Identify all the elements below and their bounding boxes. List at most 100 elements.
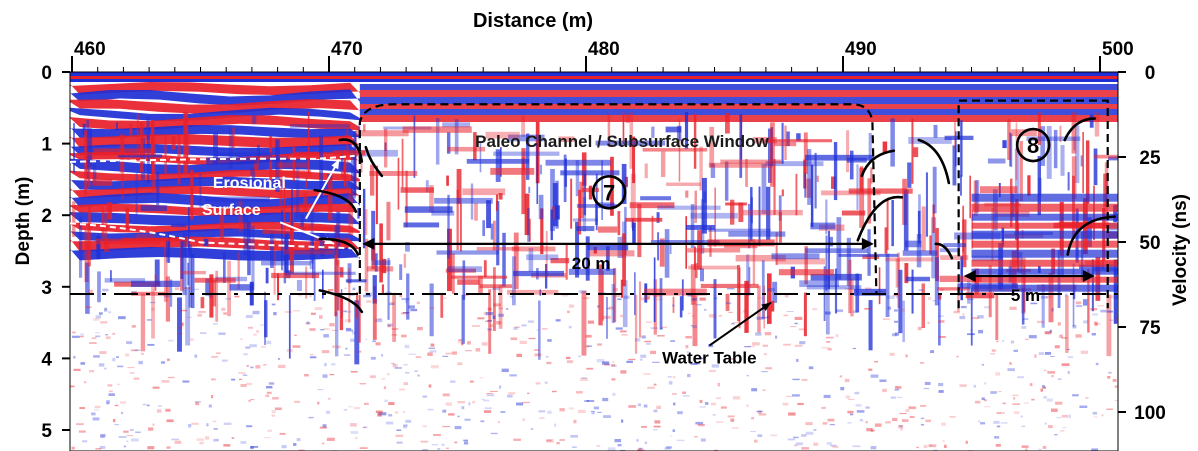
signal-streak bbox=[180, 239, 184, 279]
noise-speckle bbox=[231, 437, 235, 439]
noise-speckle bbox=[1058, 378, 1062, 380]
noise-speckle bbox=[638, 447, 643, 450]
noise-speckle bbox=[178, 332, 183, 335]
layer-fragment bbox=[597, 226, 618, 233]
noise-speckle bbox=[887, 306, 892, 310]
noise-speckle bbox=[324, 362, 327, 367]
noise-speckle bbox=[1012, 403, 1020, 405]
noise-speckle bbox=[1040, 296, 1048, 299]
signal-streak bbox=[146, 116, 150, 140]
layer-fragment bbox=[908, 136, 952, 144]
span-5m-label: 5 m bbox=[1011, 286, 1040, 305]
signal-streak bbox=[405, 242, 410, 252]
signal-streak bbox=[279, 156, 283, 206]
layer-fragment bbox=[980, 186, 1018, 194]
layer-fragment bbox=[725, 202, 747, 206]
noise-speckle bbox=[94, 409, 100, 411]
noise-speckle bbox=[661, 326, 668, 328]
signal-streak bbox=[911, 269, 914, 314]
noise-speckle bbox=[492, 287, 501, 291]
signal-streak bbox=[219, 214, 225, 240]
noise-speckle bbox=[114, 404, 119, 407]
noise-speckle bbox=[174, 287, 180, 290]
noise-speckle bbox=[889, 352, 895, 356]
noise-speckle bbox=[247, 326, 253, 329]
noise-speckle bbox=[306, 321, 310, 325]
signal-streak bbox=[364, 209, 368, 236]
signal-streak bbox=[606, 246, 610, 271]
span-20m-arrow-head-left bbox=[362, 237, 375, 250]
signal-streak bbox=[1087, 268, 1090, 333]
reflector-band bbox=[70, 192, 360, 209]
noise-speckle bbox=[208, 295, 213, 298]
noise-speckle bbox=[390, 362, 395, 364]
noise-speckle bbox=[510, 337, 518, 341]
noise-speckle bbox=[892, 417, 898, 422]
signal-streak bbox=[796, 133, 801, 141]
noise-speckle bbox=[711, 402, 716, 406]
layer-fragment bbox=[526, 254, 559, 261]
noise-speckle bbox=[383, 386, 387, 390]
noise-speckle bbox=[640, 358, 643, 361]
noise-speckle bbox=[901, 419, 909, 422]
noise-speckle bbox=[490, 432, 498, 435]
noise-speckle bbox=[865, 421, 869, 424]
layer-fragment bbox=[972, 255, 1004, 262]
noise-speckle bbox=[130, 438, 139, 442]
noise-speckle bbox=[554, 423, 557, 427]
layer-fragment bbox=[1094, 154, 1118, 159]
noise-speckle bbox=[1080, 350, 1089, 354]
noise-speckle bbox=[370, 356, 376, 360]
noise-speckle bbox=[457, 341, 462, 344]
noise-speckle bbox=[516, 402, 524, 406]
signal-streak bbox=[606, 296, 609, 339]
signal-streak bbox=[335, 223, 339, 266]
signal-streak bbox=[502, 232, 506, 287]
noise-speckle bbox=[568, 304, 575, 308]
noise-speckle bbox=[593, 406, 600, 410]
noise-speckle bbox=[597, 411, 602, 413]
shallow-layer bbox=[359, 104, 1118, 109]
noise-speckle bbox=[442, 355, 449, 357]
noise-speckle bbox=[920, 424, 925, 426]
signal-streak bbox=[384, 128, 388, 168]
noise-speckle bbox=[1059, 334, 1063, 338]
signal-streak bbox=[300, 214, 304, 232]
window-7-number: 7 bbox=[603, 180, 615, 205]
noise-speckle bbox=[928, 444, 937, 448]
noise-speckle bbox=[1114, 400, 1118, 402]
noise-speckle bbox=[611, 361, 615, 363]
signal-streak bbox=[925, 172, 928, 237]
noise-speckle bbox=[754, 439, 758, 443]
noise-speckle bbox=[1091, 333, 1096, 336]
noise-speckle bbox=[755, 332, 762, 336]
signal-streak bbox=[575, 221, 580, 278]
noise-speckle bbox=[794, 316, 803, 321]
noise-speckle bbox=[498, 307, 504, 310]
noise-speckle bbox=[667, 376, 672, 378]
layer-fragment bbox=[799, 280, 840, 288]
noise-speckle bbox=[372, 340, 376, 343]
signal-streak bbox=[312, 236, 314, 279]
noise-speckle bbox=[416, 301, 420, 304]
noise-speckle bbox=[112, 419, 116, 423]
noise-speckle bbox=[764, 332, 772, 336]
noise-speckle bbox=[134, 349, 141, 351]
signal-streak bbox=[870, 167, 873, 184]
noise-speckle bbox=[326, 410, 331, 414]
layer-fragment bbox=[118, 154, 163, 158]
noise-speckle bbox=[928, 444, 933, 447]
signal-streak bbox=[104, 238, 110, 252]
noise-speckle bbox=[246, 365, 249, 367]
noise-speckle bbox=[354, 350, 359, 353]
noise-speckle bbox=[264, 437, 271, 439]
noise-speckle bbox=[730, 418, 735, 422]
noise-speckle bbox=[941, 422, 946, 426]
signal-streak bbox=[536, 142, 539, 205]
layer-fragment bbox=[1079, 264, 1115, 269]
noise-speckle bbox=[920, 404, 927, 407]
noise-speckle bbox=[320, 329, 325, 331]
noise-speckle bbox=[832, 445, 839, 449]
noise-speckle bbox=[428, 347, 436, 350]
layer-fragment bbox=[332, 150, 366, 156]
